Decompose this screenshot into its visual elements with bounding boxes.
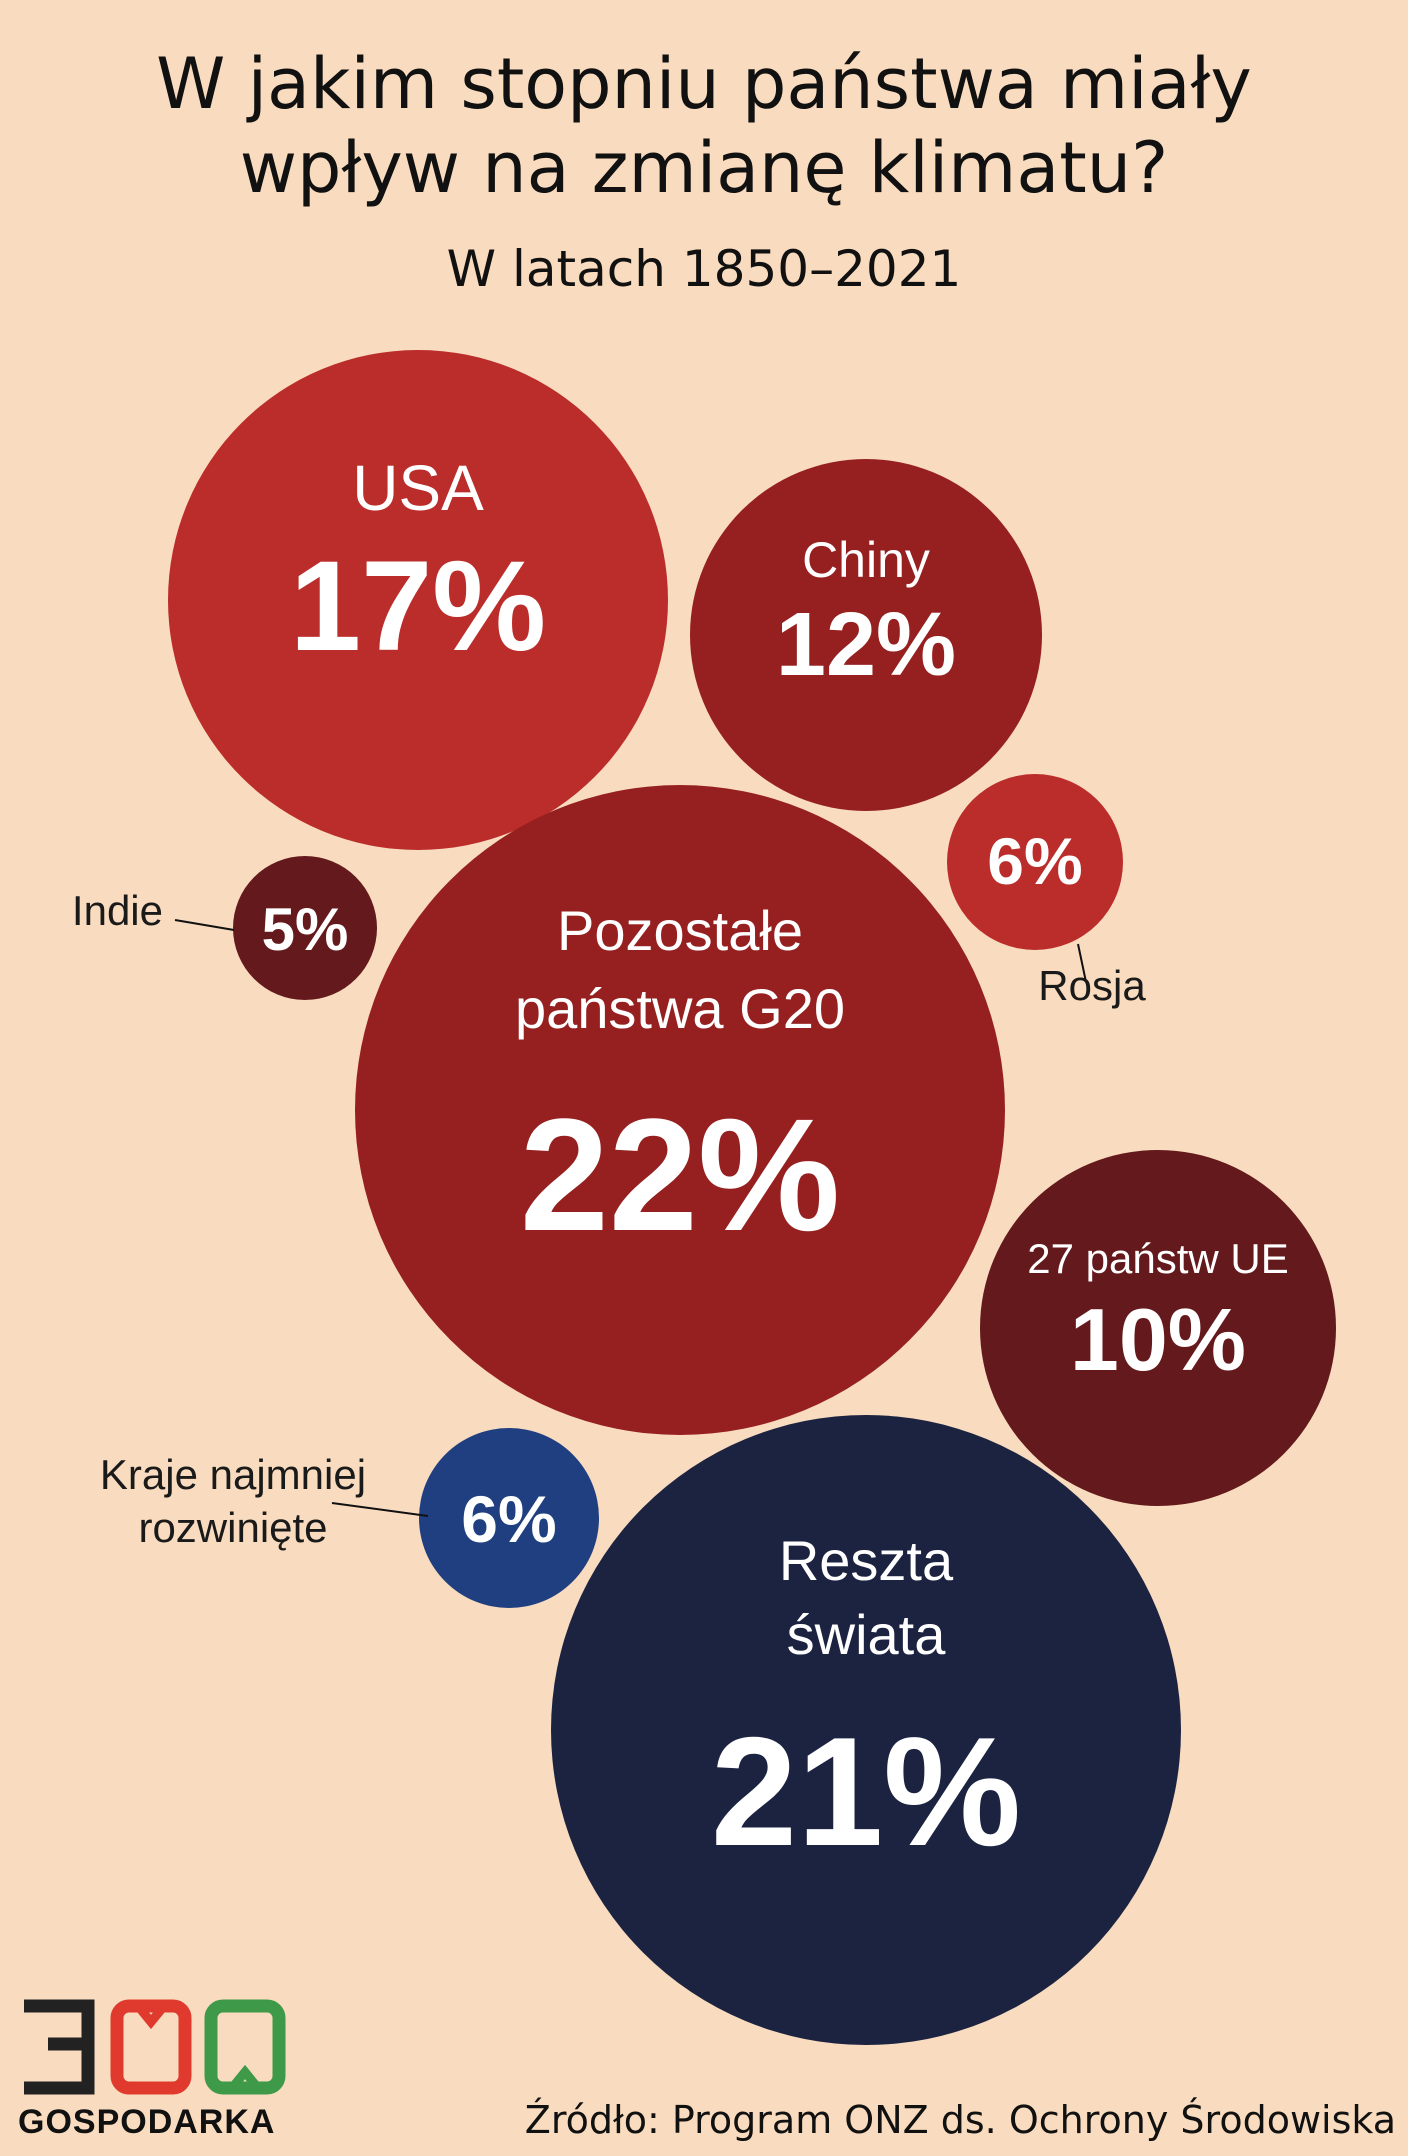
name-label-rosja: Rosja [1038,962,1146,1009]
chart-title: W jakim stopniu państwa miały wpływ na z… [0,42,1408,210]
bubble-rosja: 6% Rosja [947,774,1146,1009]
name-label-kraje-najmniej-rozwiniete-line-2: rozwinięte [138,1504,327,1551]
chart-subtitle: W latach 1850–2021 [446,240,962,298]
bubble-pozostale-panstwa-g20: 22% Pozostałe państwa G20 [355,785,1005,1435]
logo-digit-notch-3 [228,2064,262,2091]
name-label-indie: Indie [72,887,163,934]
leader-line-rosja [1077,943,1087,983]
name-label-reszta-swiata-line-1: Reszta [779,1529,954,1592]
bubble-reszta-swiata: 21% Reszta świata [551,1415,1181,2045]
bubble-circle-27-panstw-ue [980,1150,1336,1506]
name-label-kraje-najmniej-rozwiniete-line-1: Kraje najmniej [100,1451,366,1498]
bubble-circle-chiny [690,459,1042,811]
name-label-pozostale-panstwa-g20-line-1: Pozostałe [557,899,803,962]
value-label-27-panstw-ue: 10% [1070,1290,1246,1389]
logo-digit-notch-2 [134,2003,168,2030]
value-label-usa: 17% [290,535,546,678]
bubble-circle-indie [233,856,377,1000]
value-label-rosja: 6% [987,824,1082,898]
value-label-kraje-najmniej-rozwiniete: 6% [461,1482,556,1556]
title-line-2: wpływ na zmianę klimatu? [239,127,1169,209]
value-label-chiny: 12% [776,595,956,695]
source-note: Źródło: Program ONZ ds. Ochrony Środowis… [524,2098,1396,2142]
bubble-indie: 5% Indie [72,856,377,1000]
title-line-1: W jakim stopniu państwa miały [156,43,1252,125]
bubble-chiny: 12% Chiny [690,459,1042,811]
logo-digit-3 [204,1999,286,2095]
name-label-chiny: Chiny [802,532,930,588]
leader-line-kraje-najmniej-rozwiniete [331,1502,429,1517]
logo-digits [24,1999,286,2095]
bubble-circle-usa [168,350,668,850]
bubble-27-panstw-ue: 10% 27 państw UE [980,1150,1336,1506]
value-label-pozostale-panstwa-g20: 22% [520,1085,840,1264]
leader-line-indie [174,919,235,931]
bubble-circle-kraje-najmniej-rozwiniete [419,1428,599,1608]
name-label-27-panstw-ue: 27 państw UE [1027,1235,1288,1282]
logo: GOSPODARKA [18,1992,298,2142]
bubble-circle-pozostale-panstwa-g20 [355,785,1005,1435]
logo-text: GOSPODARKA [18,2103,276,2141]
logo-digit-1 [24,1999,95,2095]
bubble-kraje-najmniej-rozwiniete: 6% Kraje najmniej rozwinięte [100,1428,599,1608]
name-label-reszta-swiata-line-2: świata [787,1603,947,1666]
name-label-pozostale-panstwa-g20-line-2: państwa G20 [515,977,845,1040]
name-label-usa: USA [352,452,484,524]
value-label-indie: 5% [262,896,349,963]
logo-digit-2 [110,1999,192,2095]
value-label-reszta-swiata: 21% [711,1705,1021,1878]
bubble-usa: 17% USA [168,350,668,850]
bubble-circle-rosja [947,774,1123,950]
bubble-circle-reszta-swiata [551,1415,1181,2045]
